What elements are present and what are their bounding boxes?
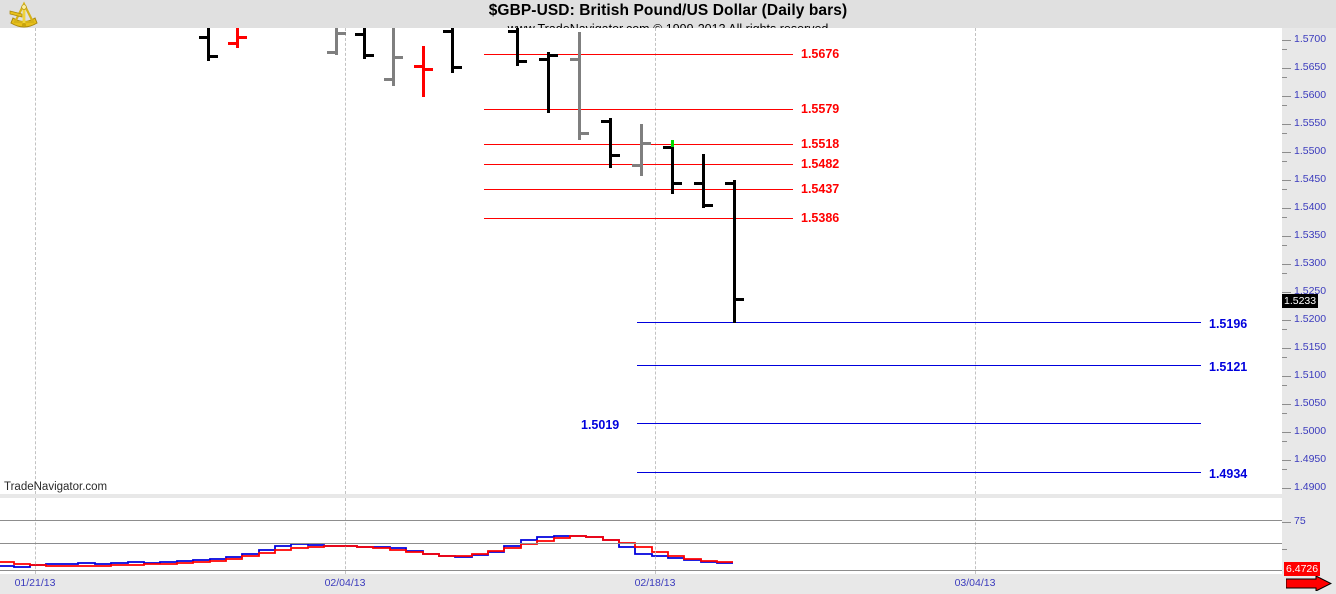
resistance-line [484, 109, 793, 110]
resistance-label: 1.5482 [801, 157, 840, 171]
axis-tick-label: 1.5700 [1294, 33, 1327, 45]
axis-tick-label: 1.5100 [1294, 369, 1327, 381]
date-tick-label: 01/21/13 [14, 577, 56, 589]
axis-tick-label: 1.5350 [1294, 229, 1327, 241]
stochastic-curves [0, 535, 733, 568]
support-label: 1.5196 [1209, 317, 1248, 331]
axis-tick-label: 1.5600 [1294, 89, 1327, 101]
axis-tick-label: 1.5550 [1294, 117, 1327, 129]
stoch-k-line [0, 535, 733, 568]
final-value-badge: 6.4726 [1284, 562, 1321, 576]
axis-tick-label: 1.4900 [1294, 481, 1327, 493]
resistance-label: 1.5579 [801, 102, 840, 116]
resistance-line [484, 218, 793, 219]
date-axis[interactable] [0, 574, 1336, 594]
resistance-line [484, 54, 793, 55]
resistance-line [484, 189, 793, 190]
resistance-label: 1.5437 [801, 182, 840, 196]
support-line [637, 423, 1201, 424]
gridline-vertical [655, 498, 656, 574]
support-label: 1.5121 [1209, 360, 1248, 374]
stoch-d-line [0, 535, 733, 567]
gridline-vertical [35, 498, 36, 574]
axis-tick-label: 1.5500 [1294, 145, 1327, 157]
axis-tick-label: 1.5000 [1294, 425, 1327, 437]
stoch-axis-label-75: 75 [1294, 515, 1306, 527]
axis-tick-label: 1.5150 [1294, 341, 1327, 353]
gridline-vertical [975, 498, 976, 574]
stoch-level-line [0, 570, 1282, 571]
date-tick-label: 02/04/13 [324, 577, 366, 589]
axis-tick-label: 1.5450 [1294, 173, 1327, 185]
watermark-text: TradeNavigator.com [4, 481, 108, 493]
date-tick-label: 02/18/13 [634, 577, 676, 589]
gridline-vertical [345, 28, 346, 494]
stochastic-chart-panel[interactable] [0, 498, 1282, 574]
support-line [637, 365, 1201, 366]
gridline-vertical [35, 28, 36, 494]
support-line [637, 472, 1201, 473]
support-label: 1.4934 [1209, 467, 1248, 481]
price-chart-panel[interactable] [0, 28, 1282, 495]
sextant-logo-icon [6, 1, 42, 31]
axis-tick-label: 1.5300 [1294, 257, 1327, 269]
gridline-vertical [655, 28, 656, 494]
panel-divider [0, 494, 1282, 498]
page-title: $GBP-USD: British Pound/US Dollar (Daily… [488, 2, 848, 19]
support-label: 1.5019 [581, 418, 620, 432]
axis-tick-label: 1.5050 [1294, 397, 1327, 409]
resistance-label: 1.5386 [801, 211, 840, 225]
stoch-level-line [0, 543, 1282, 544]
axis-tick-label: 1.5400 [1294, 201, 1327, 213]
axis-tick-label: 1.5650 [1294, 61, 1327, 73]
green-open-tick-icon [671, 140, 674, 147]
axis-tick-label: 1.5200 [1294, 313, 1327, 325]
price-axis[interactable]: 1.5700 1.5650 1.5600 1.5550 1.5500 1.545… [1282, 28, 1336, 574]
current-price-marker: 1.5233 [1282, 294, 1319, 308]
stoch-level-line [0, 520, 1282, 521]
resistance-label: 1.5676 [801, 47, 840, 61]
support-line [637, 322, 1201, 323]
date-tick-label: 03/04/13 [954, 577, 996, 589]
axis-tick-label: 1.4950 [1294, 453, 1327, 465]
gridline-vertical [975, 28, 976, 494]
resistance-line [484, 144, 793, 145]
resistance-label: 1.5518 [801, 137, 840, 151]
right-arrow-icon [1286, 576, 1332, 591]
header-band [0, 0, 1336, 28]
gridline-vertical [345, 498, 346, 574]
